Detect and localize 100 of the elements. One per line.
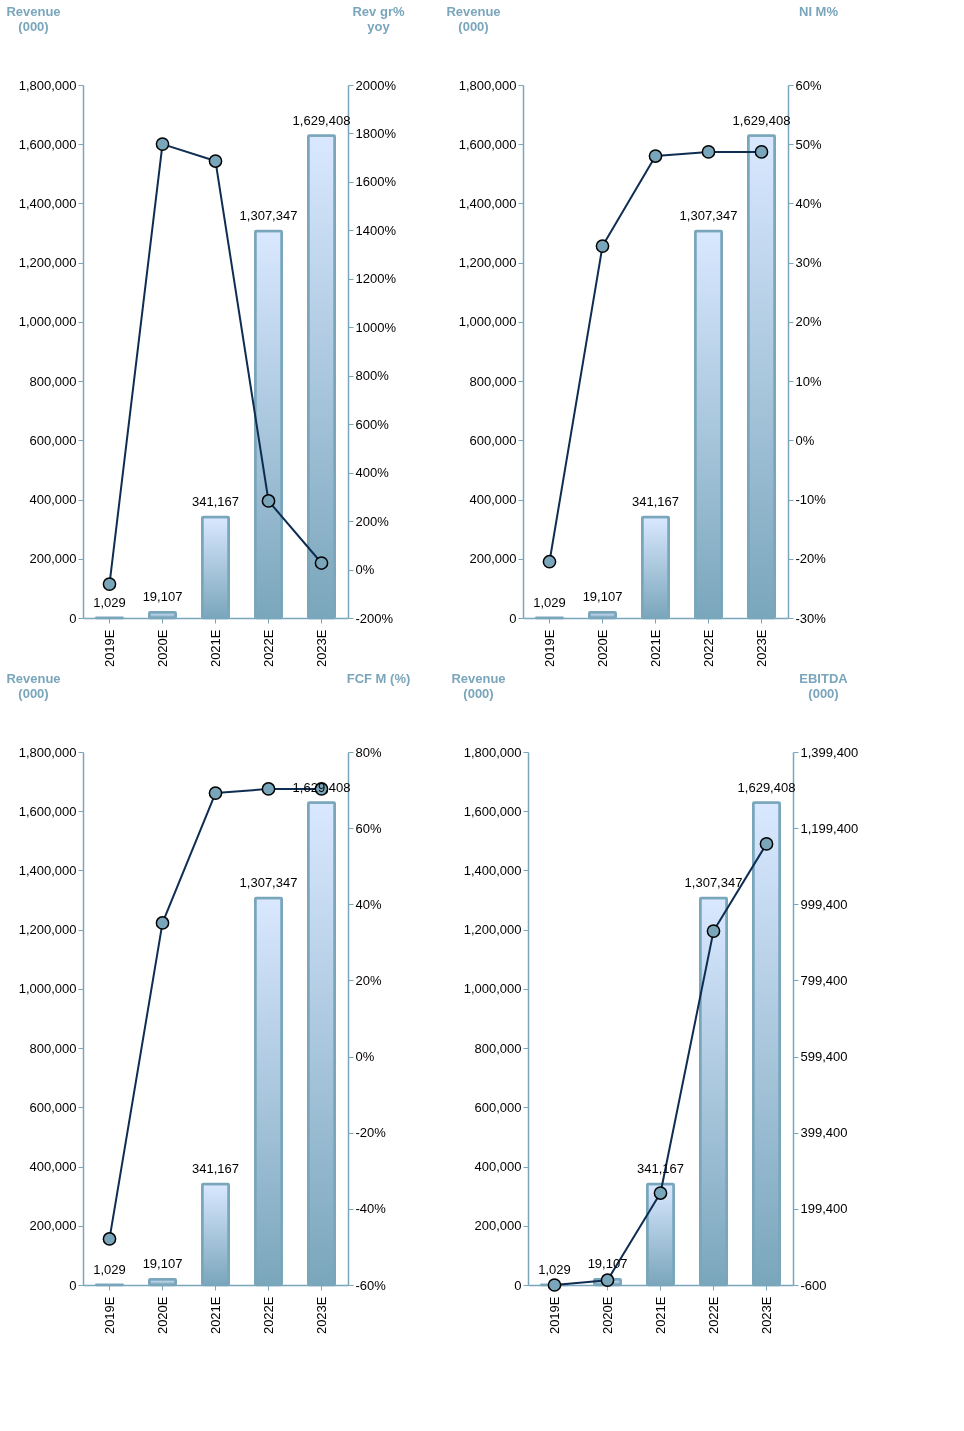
y2-tick-label: 40% bbox=[795, 195, 822, 211]
data-label: 1,029 bbox=[93, 1261, 126, 1277]
y-tick-label: 1,000,000 bbox=[463, 981, 522, 997]
y-tick-label: 1,800,000 bbox=[463, 744, 522, 760]
y2-tick-label: -200% bbox=[355, 610, 394, 626]
y2-tick-label: -30% bbox=[795, 610, 827, 626]
y-axis-title: Revenue (000) bbox=[6, 670, 61, 701]
y-tick-label: 400,000 bbox=[469, 492, 517, 508]
y-tick-label: 600,000 bbox=[469, 432, 517, 448]
data-label: 19,107 bbox=[142, 1256, 183, 1272]
y2-tick-label: 1,199,400 bbox=[800, 820, 859, 836]
y-tick-label: 600,000 bbox=[29, 1099, 77, 1115]
y2-axis-title: EBITDA (000) bbox=[799, 670, 849, 701]
y-tick-label: 1,600,000 bbox=[18, 803, 77, 819]
y2-tick-label: 20% bbox=[355, 972, 382, 988]
y2-tick-label: 0% bbox=[355, 562, 375, 578]
y2-tick-label: -20% bbox=[795, 551, 827, 567]
y2-tick-label: 399,400 bbox=[800, 1125, 848, 1141]
y2-tick-label: 2000% bbox=[355, 77, 397, 93]
y2-tick-label: 10% bbox=[795, 373, 822, 389]
y-tick-label: 200,000 bbox=[29, 1218, 77, 1234]
data-label: 1,029 bbox=[93, 594, 126, 610]
y-axis-title: Revenue (000) bbox=[6, 3, 61, 34]
y2-tick-label: 60% bbox=[795, 77, 822, 93]
y-tick-label: 1,200,000 bbox=[458, 255, 517, 271]
x-tick-label: 2023E bbox=[753, 629, 769, 668]
y-tick-label: 1,600,000 bbox=[18, 136, 77, 152]
y2-tick-label: 199,400 bbox=[800, 1201, 848, 1217]
x-tick-label: 2022E bbox=[260, 629, 276, 668]
y2-tick-label: 0% bbox=[795, 432, 815, 448]
y-tick-label: 1,800,000 bbox=[18, 744, 77, 760]
data-label: 19,107 bbox=[142, 589, 183, 605]
y2-tick-label: 1200% bbox=[355, 271, 397, 287]
y-tick-label: 200,000 bbox=[469, 551, 517, 567]
y2-tick-label: -60% bbox=[355, 1277, 387, 1293]
x-tick-label: 2023E bbox=[758, 1296, 774, 1335]
y-tick-label: 800,000 bbox=[29, 373, 77, 389]
y2-axis-title: FCF M (%) bbox=[346, 670, 411, 686]
y-tick-label: 0 bbox=[509, 610, 517, 626]
data-label: 1,307,347 bbox=[679, 207, 738, 223]
y2-tick-label: 80% bbox=[355, 744, 382, 760]
y-tick-label: 1,000,000 bbox=[458, 314, 517, 330]
x-tick-label: 2020E bbox=[594, 629, 610, 668]
y2-tick-label: 599,400 bbox=[800, 1049, 848, 1065]
y2-tick-label: 200% bbox=[355, 513, 390, 529]
data-label: 341,167 bbox=[632, 493, 679, 509]
y-tick-label: 200,000 bbox=[474, 1218, 522, 1234]
y-axis-title: Revenue (000) bbox=[446, 3, 501, 34]
y2-tick-label: -40% bbox=[355, 1201, 387, 1217]
y-tick-label: 400,000 bbox=[29, 1159, 77, 1175]
y2-axis-title: NI M% bbox=[799, 3, 839, 19]
x-tick-label: 2022E bbox=[700, 629, 716, 668]
x-tick-label: 2023E bbox=[313, 629, 329, 668]
y-tick-label: 1,800,000 bbox=[18, 77, 77, 93]
y2-tick-label: 0% bbox=[355, 1049, 375, 1065]
y-tick-label: 1,400,000 bbox=[458, 195, 517, 211]
y-tick-label: 800,000 bbox=[474, 1040, 522, 1056]
x-tick-label: 2022E bbox=[705, 1296, 721, 1335]
x-tick-label: 2021E bbox=[207, 1296, 223, 1335]
y2-tick-label: 999,400 bbox=[800, 896, 848, 912]
y2-tick-label: 40% bbox=[355, 896, 382, 912]
x-tick-label: 2020E bbox=[599, 1296, 615, 1335]
data-label: 1,029 bbox=[533, 594, 566, 610]
y-tick-label: 800,000 bbox=[29, 1040, 77, 1056]
x-tick-label: 2019E bbox=[101, 629, 117, 668]
y-axis-title: Revenue (000) bbox=[451, 670, 506, 701]
y-tick-label: 1,400,000 bbox=[18, 862, 77, 878]
y-tick-label: 1,000,000 bbox=[18, 981, 77, 997]
x-tick-label: 2019E bbox=[546, 1296, 562, 1335]
x-tick-label: 2019E bbox=[101, 1296, 117, 1335]
y2-tick-label: -600 bbox=[800, 1277, 827, 1293]
x-tick-label: 2019E bbox=[541, 629, 557, 668]
y2-tick-label: 799,400 bbox=[800, 972, 848, 988]
y2-axis-title: Rev gr% yoy bbox=[352, 3, 405, 34]
y-tick-label: 0 bbox=[514, 1277, 522, 1293]
y-tick-label: 1,800,000 bbox=[458, 77, 517, 93]
data-label: 1,029 bbox=[538, 1261, 571, 1277]
x-tick-label: 2021E bbox=[652, 1296, 668, 1335]
y2-tick-label: 600% bbox=[355, 416, 390, 432]
y-tick-label: 400,000 bbox=[29, 492, 77, 508]
y-tick-label: 0 bbox=[69, 1277, 77, 1293]
x-tick-label: 2021E bbox=[647, 629, 663, 668]
y2-tick-label: 30% bbox=[795, 255, 822, 271]
data-label: 341,167 bbox=[192, 493, 239, 509]
y2-tick-label: 400% bbox=[355, 465, 390, 481]
x-tick-label: 2020E bbox=[154, 629, 170, 668]
y-tick-label: 1,400,000 bbox=[18, 195, 77, 211]
y-tick-label: 1,600,000 bbox=[463, 803, 522, 819]
y-tick-label: 1,200,000 bbox=[18, 922, 77, 938]
x-tick-label: 2023E bbox=[313, 1296, 329, 1335]
data-label: 341,167 bbox=[192, 1160, 239, 1176]
x-tick-label: 2021E bbox=[207, 629, 223, 668]
y2-tick-label: 800% bbox=[355, 368, 390, 384]
y2-tick-label: 1400% bbox=[355, 222, 397, 238]
data-label: 1,629,408 bbox=[732, 112, 791, 128]
data-label: 19,107 bbox=[582, 589, 623, 605]
y-tick-label: 1,600,000 bbox=[458, 136, 517, 152]
y2-tick-label: -10% bbox=[795, 492, 827, 508]
x-tick-label: 2020E bbox=[154, 1296, 170, 1335]
y-tick-label: 600,000 bbox=[29, 432, 77, 448]
